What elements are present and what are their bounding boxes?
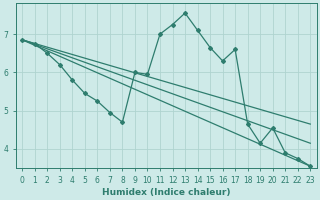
X-axis label: Humidex (Indice chaleur): Humidex (Indice chaleur) — [102, 188, 230, 197]
